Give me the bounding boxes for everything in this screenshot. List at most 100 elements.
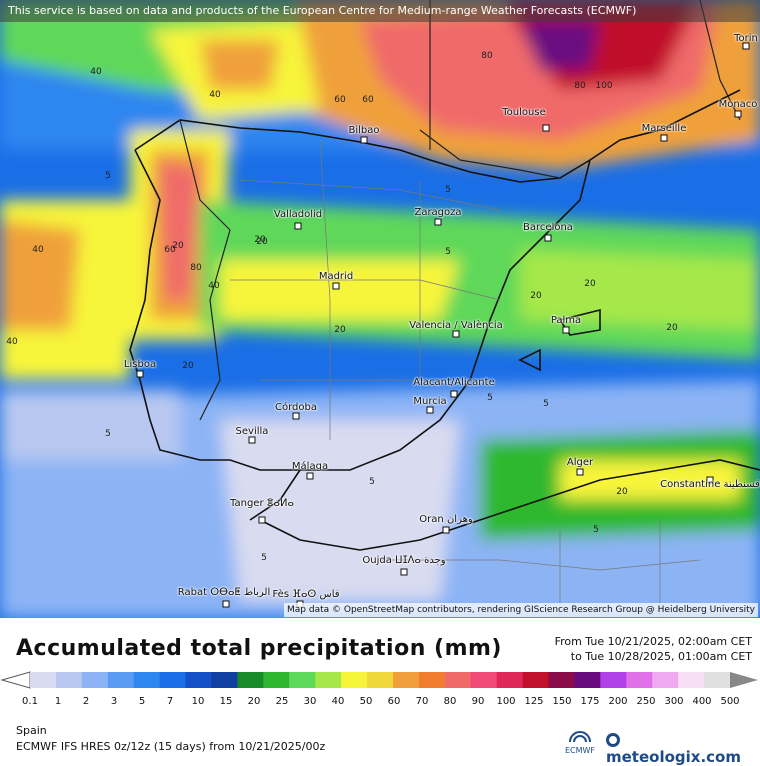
city-marker	[545, 235, 552, 242]
scale-tick-label: 50	[360, 696, 373, 707]
city-marker	[223, 601, 230, 608]
contour-label: 40	[209, 90, 220, 100]
city-marker	[563, 327, 570, 334]
scale-swatch	[574, 672, 600, 688]
scale-swatch	[678, 672, 704, 688]
contour-label: 5	[543, 399, 549, 409]
scale-tick-label: 15	[220, 696, 233, 707]
scale-swatch	[134, 672, 160, 688]
scale-tick-label: 150	[552, 696, 571, 707]
scale-swatch	[186, 672, 212, 688]
contour-label: 5	[593, 525, 599, 535]
city-label-bilbao: Bilbao	[348, 125, 379, 136]
city-marker	[661, 135, 668, 142]
contour-label: 5	[445, 185, 451, 195]
meteologix-icon	[606, 733, 620, 747]
map-canvas	[0, 0, 760, 618]
scale-tick-label: 90	[472, 696, 485, 707]
scale-tick-label: 200	[608, 696, 627, 707]
scale-tick-label: 400	[692, 696, 711, 707]
scale-tick-label: 125	[524, 696, 543, 707]
contour-label: 100	[595, 81, 612, 91]
scale-swatch	[393, 672, 419, 688]
city-marker	[137, 371, 144, 378]
ecmwf-banner: This service is based on data and produc…	[0, 0, 760, 22]
scale-tick-label: 30	[304, 696, 317, 707]
city-label-rabat: Rabat ⵔⴱⴰⵟ الرباط	[178, 587, 270, 598]
contour-label: 40	[208, 281, 219, 291]
scale-tick-label: 250	[636, 696, 655, 707]
city-marker	[307, 473, 314, 480]
precipitation-map[interactable]: 40 60 80 20 5 60 80 40 20 5 40 20 40 60 …	[0, 0, 760, 618]
city-label-zaragoza: Zaragoza	[414, 207, 461, 218]
scale-arrow-left	[2, 672, 30, 688]
scale-swatch	[289, 672, 315, 688]
meteologix-logo[interactable]: meteologix.com	[606, 730, 760, 766]
city-label-valladolid: Valladolid	[274, 209, 322, 220]
legend-title: Accumulated total precipitation (mm)	[16, 636, 502, 661]
city-marker	[259, 517, 266, 524]
scale-tick-label: 20	[248, 696, 261, 707]
scale-swatch	[497, 672, 523, 688]
contour-label: 5	[105, 171, 111, 181]
scale-swatch	[315, 672, 341, 688]
contour-label: 20	[256, 237, 267, 247]
contour-label: 20	[182, 361, 193, 371]
contour-label: 20	[666, 323, 677, 333]
city-marker	[333, 283, 340, 290]
scale-swatch	[704, 672, 730, 688]
contour-label: 20	[530, 291, 541, 301]
scale-tick-label: 0.1	[22, 696, 38, 707]
city-marker	[451, 391, 458, 398]
city-label-alger: Alger	[567, 457, 593, 468]
scale-tick-label: 1	[55, 696, 61, 707]
city-marker	[295, 223, 302, 230]
contour-label: 80	[481, 51, 492, 61]
city-label-cordoba: Córdoba	[275, 402, 317, 413]
contour-label: 40	[6, 337, 17, 347]
contour-label: 60	[164, 245, 175, 255]
scale-tick-label: 100	[496, 696, 515, 707]
scale-tick-label: 70	[416, 696, 429, 707]
contour-label: 80	[190, 263, 201, 273]
scale-swatch	[652, 672, 678, 688]
contour-label: 60	[362, 95, 373, 105]
scale-swatch	[108, 672, 134, 688]
scale-arrow-right	[730, 672, 758, 688]
city-label-torin: Torin	[734, 33, 758, 44]
scale-tick-label: 80	[444, 696, 457, 707]
scale-tick-label: 10	[192, 696, 205, 707]
scale-tick-label: 40	[332, 696, 345, 707]
ecmwf-logo-text: ECMWF	[560, 746, 600, 755]
city-label-alicante: Alacant/Alicante	[413, 377, 494, 388]
city-label-fes: Fès ⴼⴰⵙ فاس	[272, 589, 339, 600]
city-marker	[543, 125, 550, 132]
contour-label: 5	[369, 477, 375, 487]
scale-swatch	[237, 672, 263, 688]
map-attribution[interactable]: Map data © OpenStreetMap contributors, r…	[284, 603, 758, 617]
city-label-madrid: Madrid	[319, 271, 353, 282]
scale-swatch	[549, 672, 575, 688]
city-marker	[249, 437, 256, 444]
contour-label: 40	[90, 67, 101, 77]
city-marker	[735, 111, 742, 118]
city-label-sevilla: Sevilla	[236, 426, 269, 437]
scale-swatch	[626, 672, 652, 688]
region-label: Spain	[16, 724, 47, 737]
scale-tick-label: 7	[167, 696, 173, 707]
scale-tick-label: 300	[664, 696, 683, 707]
city-label-lisboa: Lisboa	[124, 359, 156, 370]
scale-swatch	[211, 672, 237, 688]
meteologix-text: meteologix.com	[606, 748, 741, 766]
city-label-monaco: Monaco	[719, 99, 758, 110]
scale-swatch	[367, 672, 393, 688]
city-marker	[453, 331, 460, 338]
scale-tick-label: 2	[83, 696, 89, 707]
city-label-malaga: Málaga	[292, 461, 328, 472]
contour-label: 5	[445, 247, 451, 257]
city-marker	[361, 137, 368, 144]
scale-tick-label: 3	[111, 696, 117, 707]
scale-tick-label: 25	[276, 696, 289, 707]
city-marker	[401, 569, 408, 576]
contour-label: 5	[261, 553, 267, 563]
